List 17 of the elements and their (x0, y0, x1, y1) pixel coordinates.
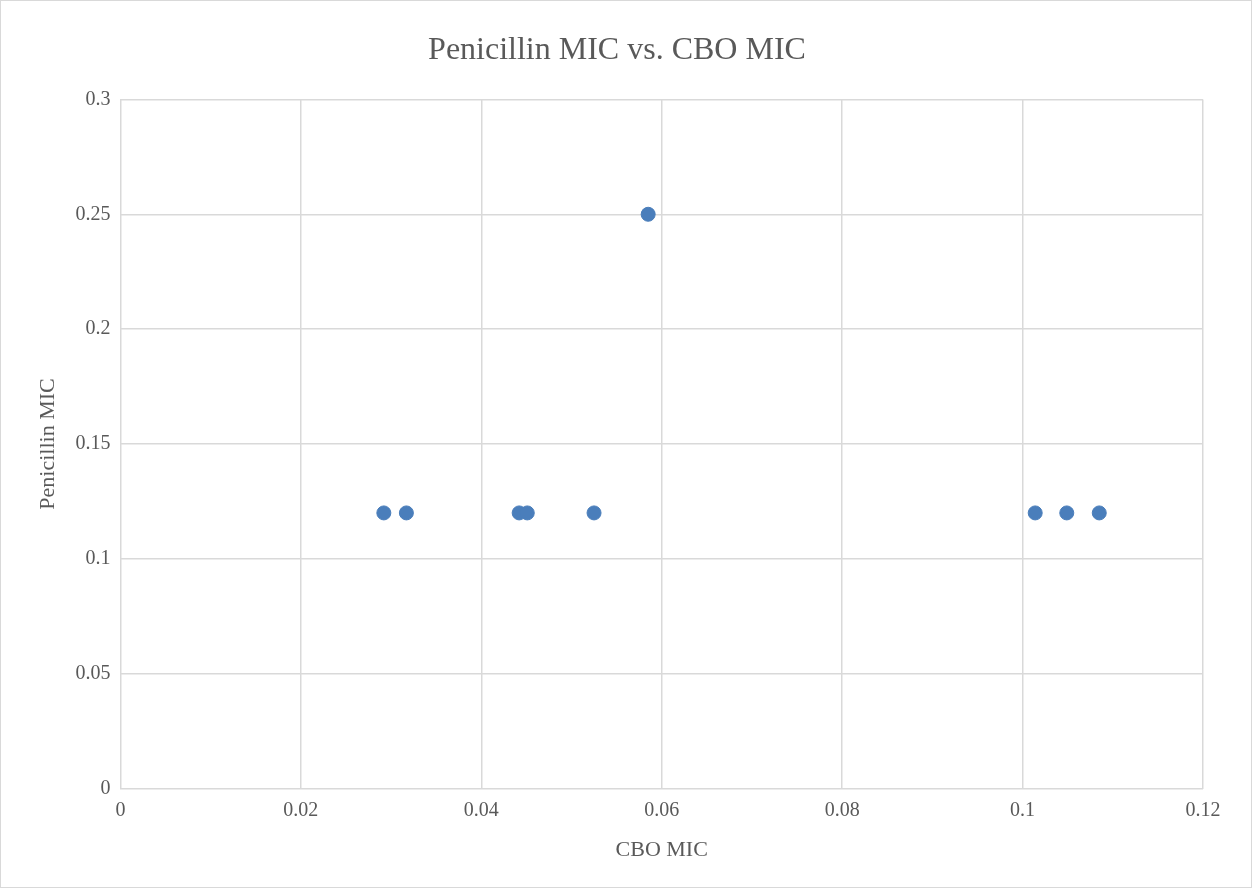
x-tick-label: 0.08 (824, 797, 860, 820)
x-axis-title: CBO MIC (615, 835, 708, 861)
x-tick-label: 0.06 (644, 797, 680, 820)
y-tick-label: 0.3 (85, 86, 111, 109)
y-tick-label: 0 (100, 775, 111, 798)
x-tick-label: 0.1 (1010, 797, 1036, 820)
x-tick-label: 0.04 (463, 797, 499, 820)
x-tick-label: 0 (115, 797, 126, 820)
chart-title: Penicillin MIC vs. CBO MIC (428, 29, 806, 66)
y-tick-label: 0.25 (75, 201, 111, 224)
y-tick-label: 0.2 (85, 316, 111, 339)
y-tick-label: 0.1 (85, 546, 111, 569)
y-tick-label: 0.05 (75, 660, 111, 683)
y-tick-label: 0.15 (75, 431, 111, 454)
x-tick-label: 0.02 (283, 797, 319, 820)
y-axis-title: Penicillin MIC (33, 378, 59, 510)
x-tick-label: 0.12 (1185, 797, 1221, 820)
